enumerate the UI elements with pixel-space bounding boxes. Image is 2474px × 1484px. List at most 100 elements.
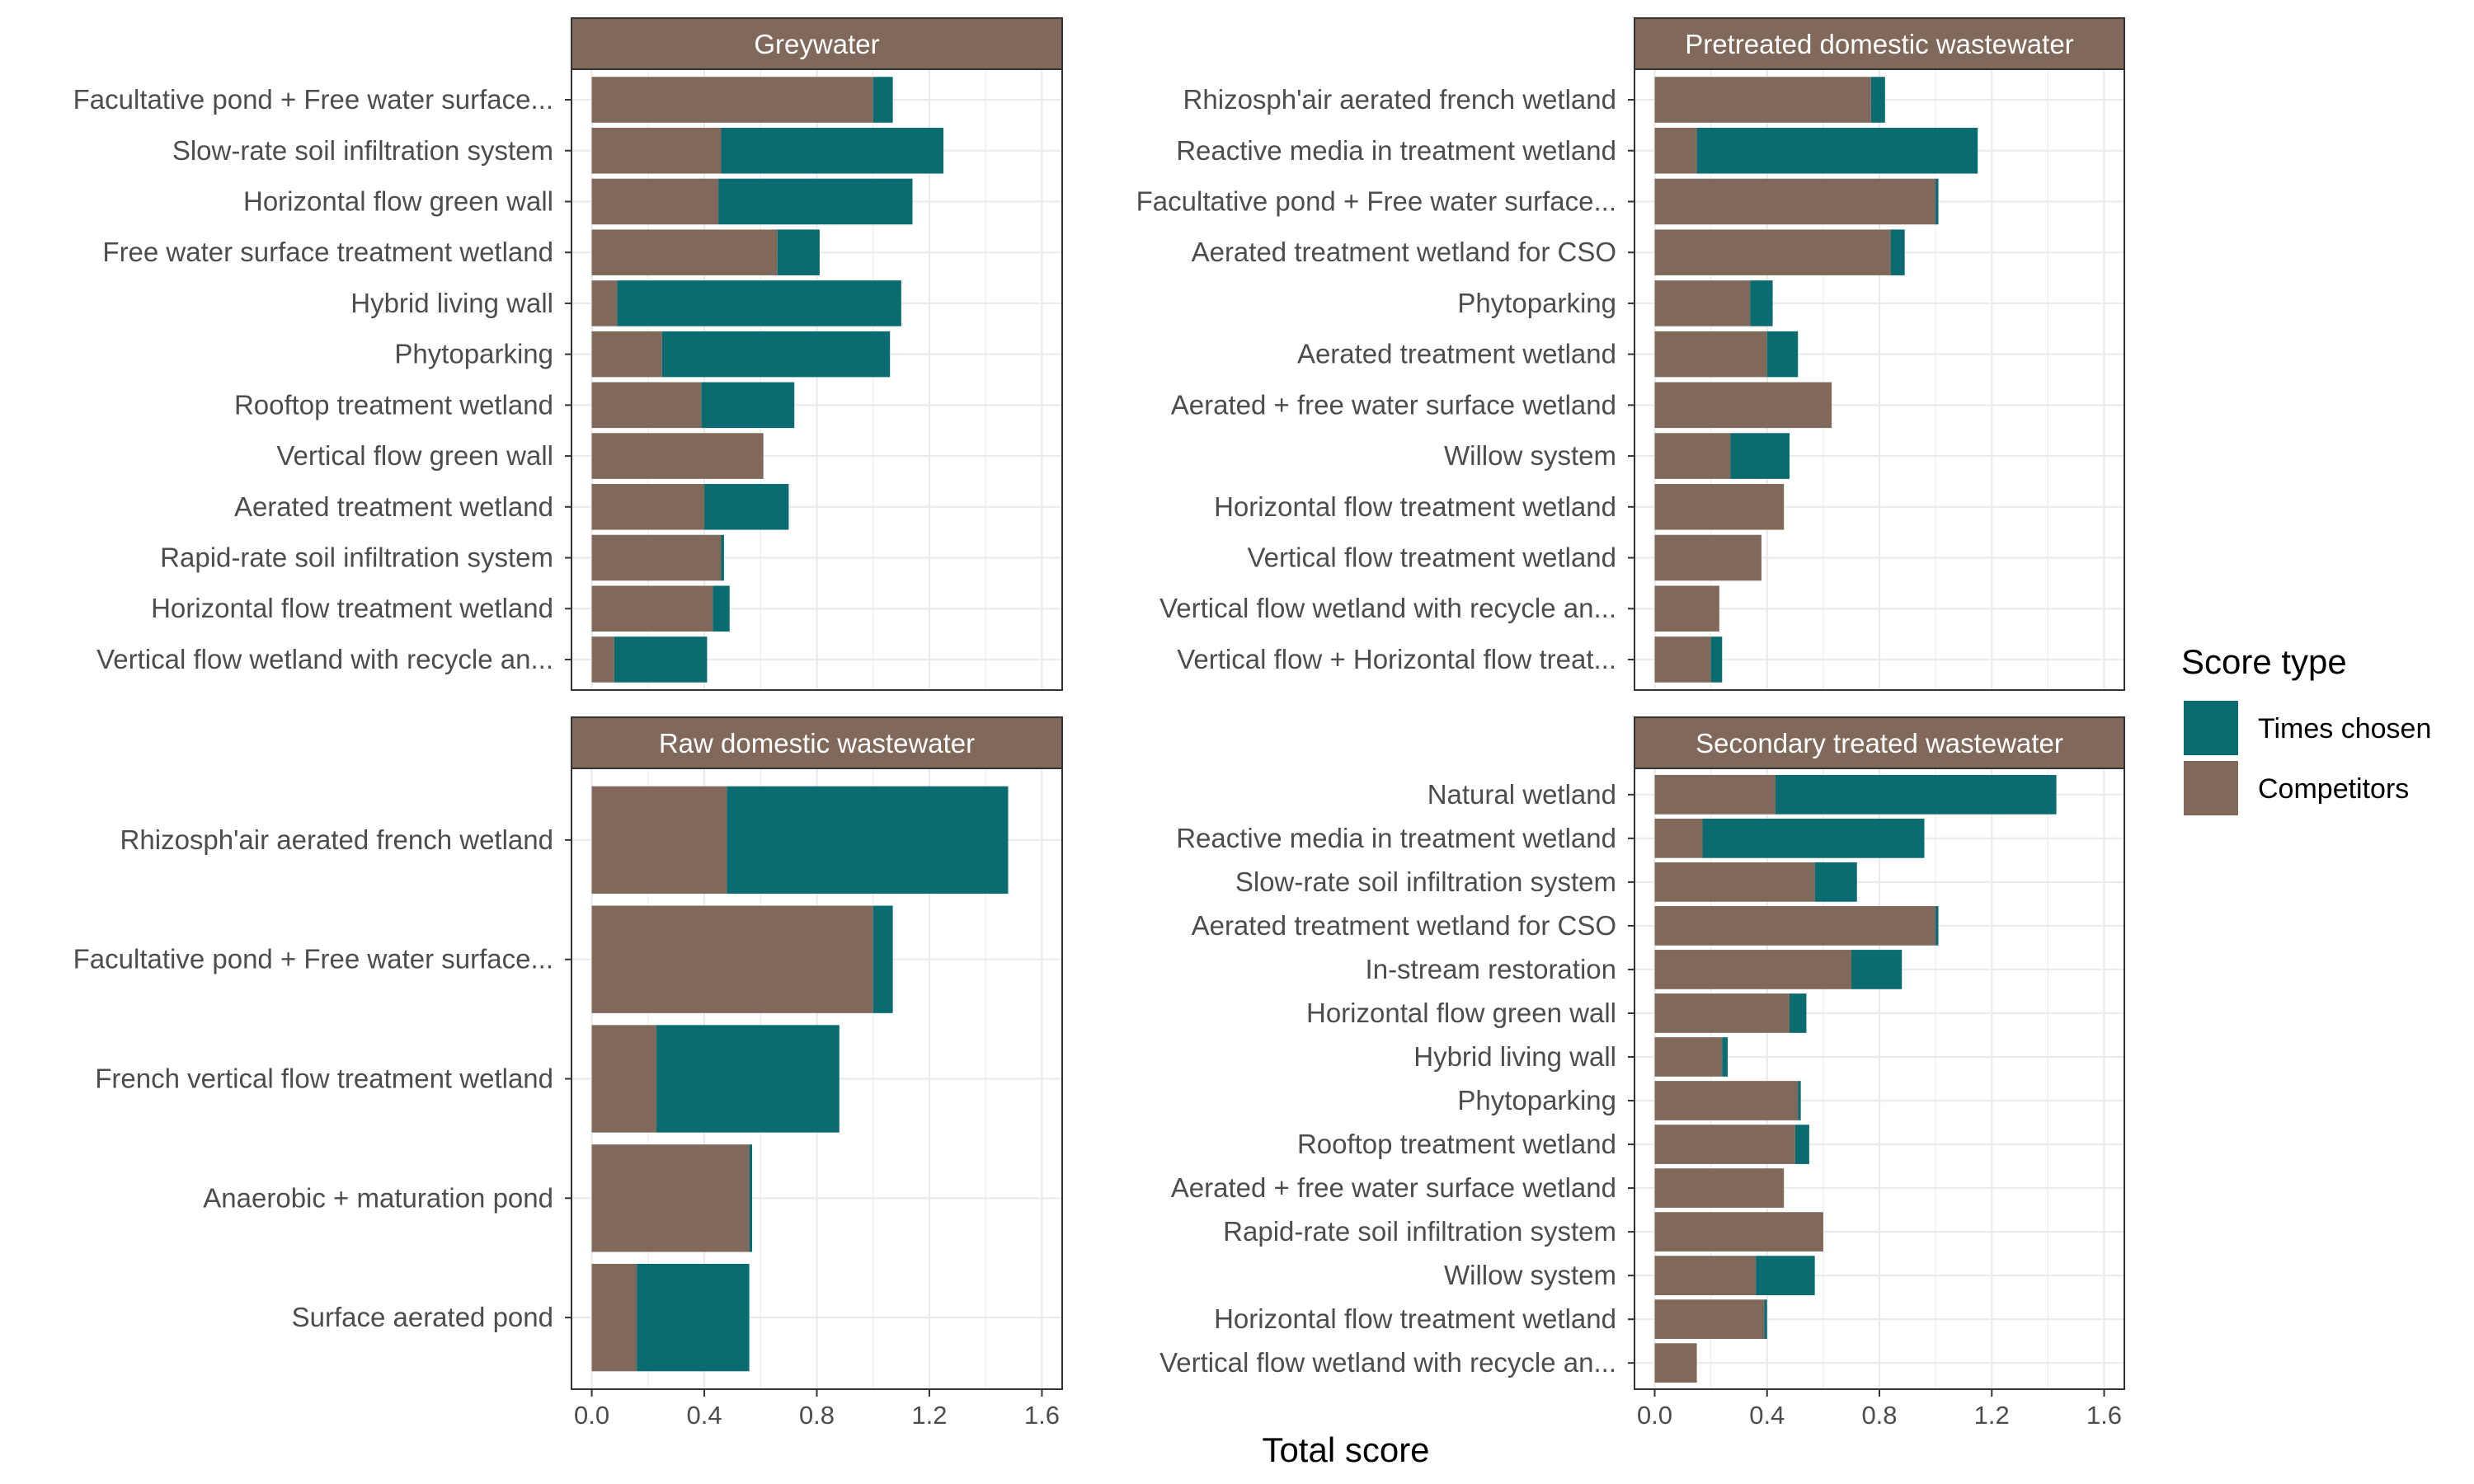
category-label: Horizontal flow green wall	[243, 186, 553, 216]
bar-competitors	[1654, 1343, 1697, 1383]
facet-panel: Rhizosph'air aerated french wetland React…	[1136, 17, 2125, 691]
bar-times-chosen	[1790, 993, 1807, 1033]
category-label: Natural wetland	[1427, 779, 1616, 810]
bar-times-chosen	[701, 382, 795, 429]
bar-competitors	[591, 1263, 637, 1372]
bar-competitors	[591, 585, 713, 632]
bar-competitors	[1654, 993, 1790, 1033]
bar-competitors	[1654, 229, 1891, 275]
category-label: Horizontal flow green wall	[1306, 998, 1616, 1028]
bar-times-chosen	[777, 229, 820, 275]
category-label: Aerated treatment wetland for CSO	[1192, 237, 1616, 267]
bar-competitors	[591, 1144, 750, 1252]
bar-competitors	[1654, 1168, 1785, 1208]
x-tick-label: 1.6	[1024, 1401, 1060, 1430]
bar-competitors	[591, 433, 764, 479]
category-label: Willow system	[1444, 440, 1616, 471]
bar-competitors	[1654, 382, 1832, 429]
bar-competitors	[1654, 906, 1936, 946]
facet-strip	[1634, 17, 2125, 70]
legend-swatch	[2184, 761, 2238, 815]
bar-competitors	[591, 1025, 657, 1133]
x-axis-title: Total score	[1262, 1430, 1429, 1469]
category-label: Vertical flow treatment wetland	[1247, 542, 1616, 573]
bar-times-chosen	[727, 786, 1009, 895]
bar-times-chosen	[1710, 636, 1723, 683]
bar-times-chosen	[1730, 433, 1790, 479]
category-label: Horizontal flow treatment wetland	[151, 593, 553, 623]
category-label: Rhizosph'air aerated french wetland	[120, 824, 553, 855]
bar-competitors	[1654, 862, 1815, 902]
bar-times-chosen	[704, 484, 789, 530]
category-label: Aerated treatment wetland for CSO	[1192, 910, 1616, 941]
category-label: Facultative pond + Free water surface...	[1136, 186, 1616, 216]
legend-label: Times chosen	[2258, 713, 2431, 744]
bar-times-chosen	[1794, 1125, 1809, 1164]
bar-competitors	[1654, 1081, 1799, 1120]
category-label: Horizontal flow treatment wetland	[1214, 1303, 1616, 1334]
bar-times-chosen	[1764, 1299, 1767, 1340]
bar-times-chosen	[1798, 1081, 1801, 1120]
category-label: Phytoparking	[394, 339, 553, 369]
category-label: Vertical flow wetland with recycle an...	[96, 644, 553, 674]
bar-competitors	[1654, 636, 1711, 683]
category-label: Rooftop treatment wetland	[1297, 1129, 1616, 1159]
bar-competitors	[591, 77, 873, 123]
category-label: Aerated treatment wetland	[1297, 339, 1616, 369]
x-tick-label: 0.4	[1749, 1401, 1785, 1430]
x-tick-label: 0.8	[1861, 1401, 1897, 1430]
bar-competitors	[591, 905, 873, 1013]
bar-times-chosen	[1775, 774, 2057, 815]
bar-times-chosen	[1870, 77, 1885, 123]
bar-competitors	[591, 229, 778, 275]
bar-times-chosen	[1750, 280, 1773, 326]
facet-strip	[571, 716, 1063, 769]
category-label: Slow-rate soil infiltration system	[1235, 866, 1616, 897]
facet-panel: Natural wetland Reactive media in treatme…	[1159, 716, 2125, 1430]
bar-times-chosen	[872, 77, 893, 123]
category-label: Slow-rate soil infiltration system	[172, 135, 553, 166]
bar-competitors	[591, 127, 722, 174]
bar-times-chosen	[1702, 818, 1925, 858]
bar-competitors	[591, 484, 705, 530]
facet-strip	[1634, 716, 2125, 769]
legend-swatch	[2184, 701, 2238, 755]
category-label: Surface aerated pond	[292, 1302, 553, 1332]
bar-times-chosen	[661, 331, 891, 378]
bar-competitors	[1654, 1212, 1823, 1252]
bar-times-chosen	[1851, 950, 1903, 989]
category-label: Rapid-rate soil infiltration system	[1223, 1216, 1616, 1247]
x-tick-label: 0.8	[799, 1401, 835, 1430]
category-label: Vertical flow wetland with recycle an...	[1159, 1347, 1616, 1378]
category-label: Hybrid living wall	[1413, 1041, 1616, 1072]
x-tick-label: 1.2	[911, 1401, 947, 1430]
category-label: Rooftop treatment wetland	[234, 389, 553, 420]
category-label: Reactive media in treatment wetland	[1176, 823, 1616, 853]
bar-times-chosen	[614, 636, 708, 683]
bar-times-chosen	[1814, 862, 1857, 902]
bar-competitors	[1654, 1037, 1723, 1077]
legend-title: Score type	[2181, 642, 2347, 681]
x-tick-label: 0.4	[686, 1401, 722, 1430]
category-label: Free water surface treatment wetland	[102, 237, 553, 267]
bar-competitors	[591, 331, 662, 378]
facet-panel: Facultative pond + Free water surface...…	[73, 17, 1063, 691]
bar-times-chosen	[1890, 229, 1905, 275]
category-label: Phytoparking	[1457, 1085, 1616, 1115]
category-label: Facultative pond + Free water surface...	[73, 944, 553, 974]
bar-times-chosen	[637, 1263, 750, 1372]
category-label: Facultative pond + Free water surface...	[73, 84, 553, 115]
x-tick-label: 1.2	[1974, 1401, 2010, 1430]
facet-title: Pretreated domestic wastewater	[1685, 29, 2073, 59]
category-label: Hybrid living wall	[350, 288, 553, 318]
category-label: French vertical flow treatment wetland	[95, 1064, 553, 1094]
bar-competitors	[591, 534, 722, 581]
bar-times-chosen	[721, 127, 944, 174]
x-tick-label: 1.6	[2086, 1401, 2122, 1430]
category-label: Willow system	[1444, 1260, 1616, 1290]
category-label: Reactive media in treatment wetland	[1176, 135, 1616, 166]
bar-competitors	[1654, 534, 1761, 581]
bar-times-chosen	[713, 585, 730, 632]
bar-competitors	[1654, 280, 1751, 326]
